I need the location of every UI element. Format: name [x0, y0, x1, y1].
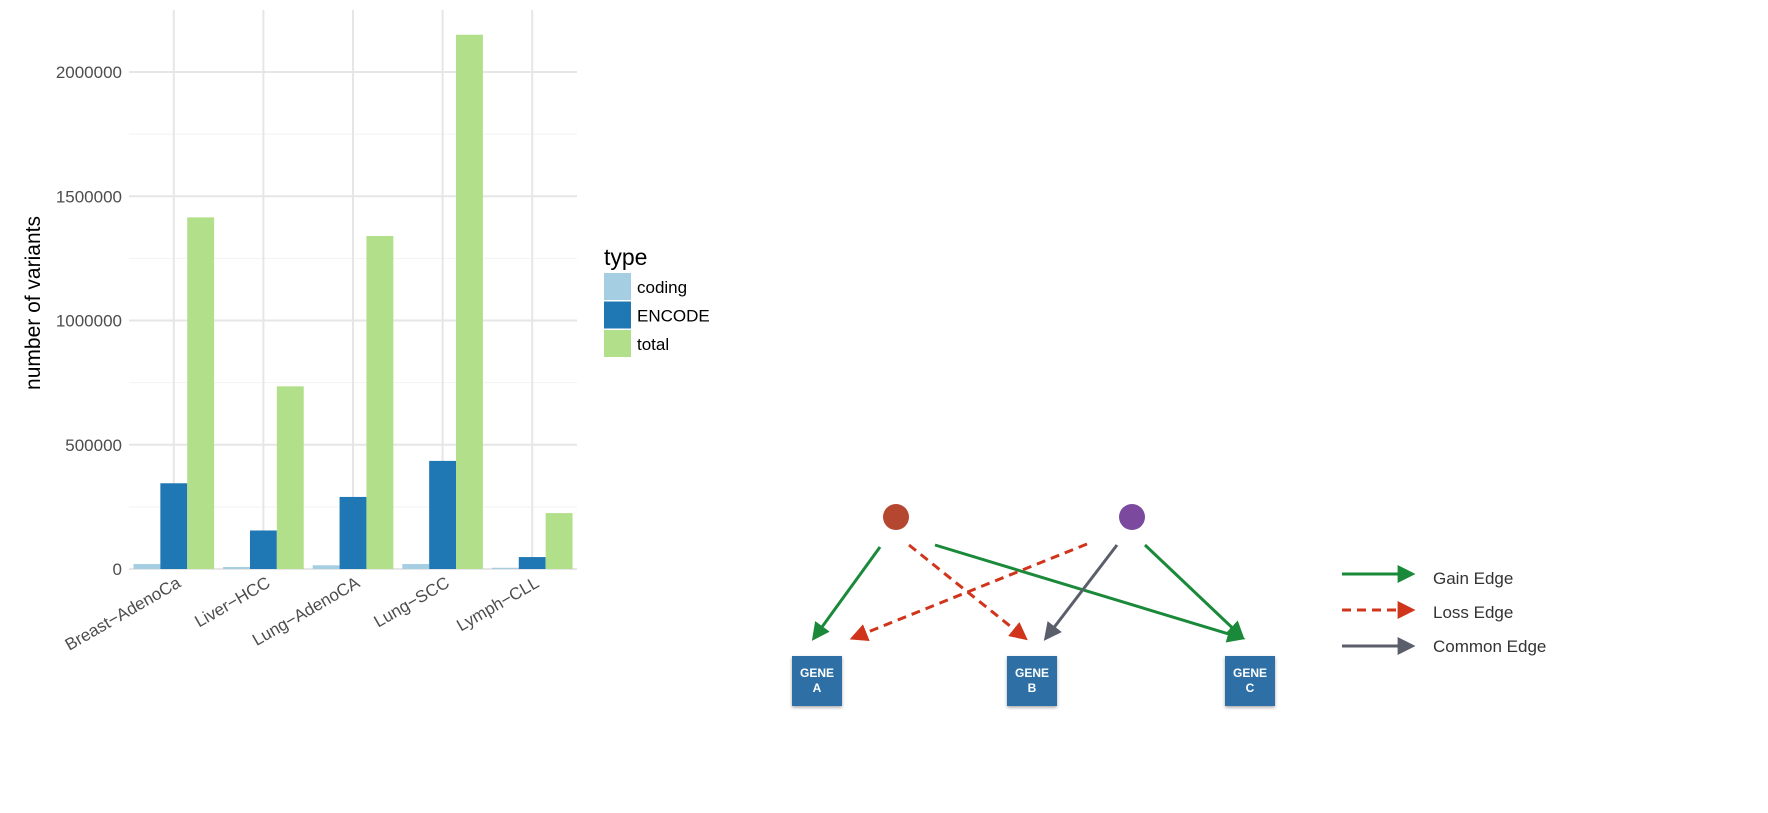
- y-tick-labels: 0 500000 1000000 1500000 2000000: [56, 63, 122, 579]
- y-tick-label: 1500000: [56, 187, 122, 206]
- bar-coding-lung-adenoca: [312, 565, 340, 569]
- bar-total-breast-adenoca: [187, 217, 215, 569]
- legend-gain-label: Gain Edge: [1433, 569, 1513, 588]
- legend-common-edge: Common Edge: [1342, 637, 1546, 656]
- legend-gain-edge: Gain Edge: [1342, 565, 1513, 588]
- gene-node-b: GENE B: [1007, 656, 1057, 706]
- bar-coding-lung-scc: [402, 564, 430, 569]
- edge-purple-to-gene-b-common: [1043, 544, 1119, 641]
- y-tick-label: 0: [113, 560, 122, 579]
- bar-encode-breast-adenoca: [160, 483, 188, 569]
- legend-label-encode: ENCODE: [637, 307, 710, 326]
- gene-c-line2: C: [1246, 681, 1255, 695]
- legend-title: type: [604, 244, 647, 270]
- bar-encode-liver-hcc: [249, 530, 277, 569]
- legend-key-total: [604, 330, 631, 357]
- bar-total-lymph-cll: [545, 513, 573, 569]
- edge-purple-to-gene-a-loss: [849, 542, 1088, 641]
- regulator-node-purple: [1119, 504, 1145, 530]
- gene-nodes: GENE A GENE B GENE C: [792, 656, 1275, 706]
- legend-key-coding: [604, 273, 631, 300]
- bar-encode-lung-adenoca: [339, 496, 367, 569]
- edge-red-to-gene-b-loss: [908, 543, 1028, 641]
- legend-label-total: total: [637, 335, 669, 354]
- edge-red-to-gene-c-gain: [934, 543, 1246, 643]
- gene-node-a: GENE A: [792, 656, 842, 706]
- bars: [133, 34, 573, 570]
- x-tick-label: Lung−SCC: [371, 573, 453, 631]
- gene-c-line1: GENE: [1233, 666, 1267, 680]
- edge-red-to-gene-a-gain: [811, 546, 882, 641]
- y-tick-label: 1000000: [56, 312, 122, 331]
- bar-coding-breast-adenoca: [133, 564, 161, 569]
- x-tick-label: Lymph−CLL: [453, 573, 542, 635]
- bar-total-lung-adenoca: [366, 236, 394, 569]
- legend-common-label: Common Edge: [1433, 637, 1546, 656]
- gene-node-c: GENE C: [1225, 656, 1275, 706]
- gene-b-line1: GENE: [1015, 666, 1049, 680]
- chart-legend: type coding ENCODE total: [604, 244, 710, 357]
- bar-encode-lung-scc: [429, 460, 457, 569]
- x-tick-label: Breast−AdenoCa: [62, 573, 185, 655]
- regulator-nodes: [883, 504, 1145, 530]
- bar-coding-lymph-cll: [491, 567, 519, 569]
- bar-encode-lymph-cll: [518, 557, 546, 569]
- network-legend: Gain Edge Loss Edge Common Edge: [1342, 565, 1546, 656]
- bar-total-lung-scc: [456, 34, 483, 570]
- legend-key-encode: [604, 301, 631, 329]
- y-tick-label: 500000: [65, 436, 122, 455]
- gene-a-line1: GENE: [800, 666, 834, 680]
- bar-chart: 0 500000 1000000 1500000 2000000 Breast−Aden…: [22, 10, 710, 655]
- legend-loss-label: Loss Edge: [1433, 603, 1513, 622]
- bar-total-liver-hcc: [276, 386, 304, 569]
- y-tick-label: 2000000: [56, 63, 122, 82]
- bar-coding-liver-hcc: [223, 567, 250, 569]
- gene-a-line2: A: [813, 681, 822, 695]
- regulator-node-red: [883, 504, 909, 530]
- legend-loss-edge: Loss Edge: [1342, 601, 1513, 622]
- legend-label-coding: coding: [637, 278, 687, 297]
- x-tick-label: Liver−HCC: [191, 573, 273, 631]
- y-axis-title: number of variants: [22, 216, 45, 390]
- gene-b-line2: B: [1028, 681, 1037, 695]
- edge-purple-to-gene-c-gain: [1143, 543, 1245, 640]
- edges: [811, 542, 1246, 643]
